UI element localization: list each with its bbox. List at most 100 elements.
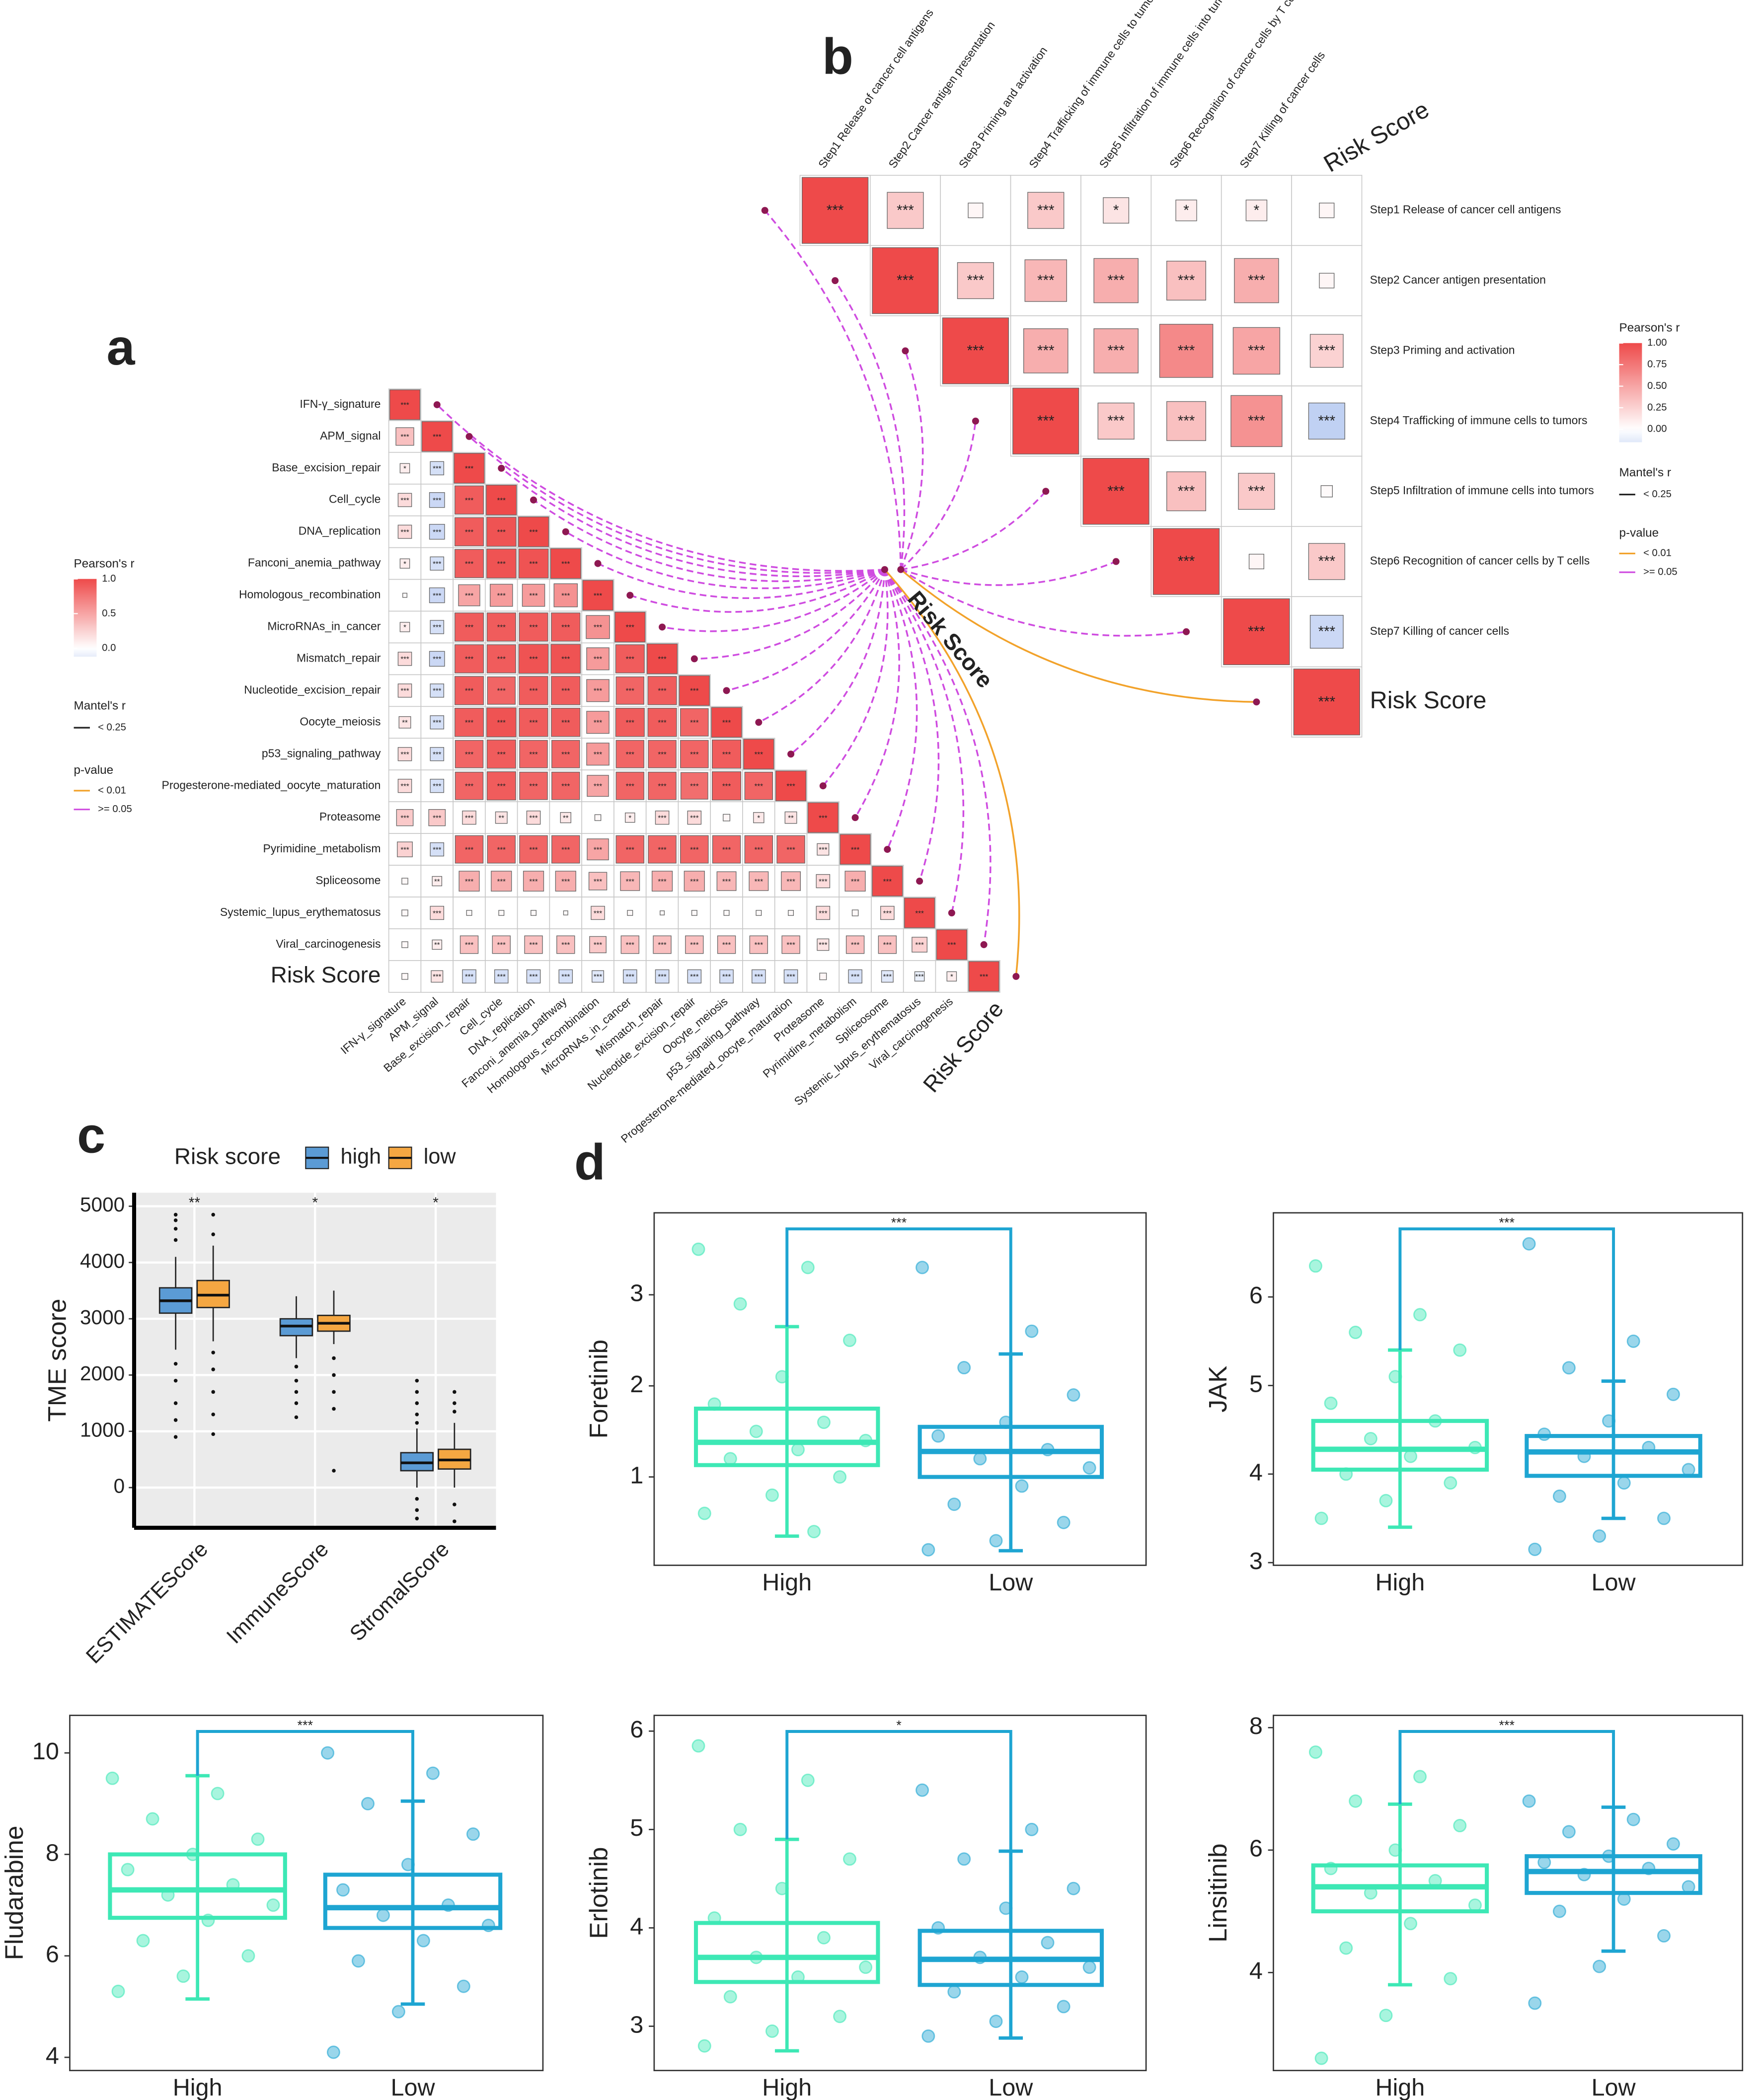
- corr-square: [936, 929, 967, 960]
- significance: *: [757, 814, 760, 822]
- significance: ***: [465, 687, 474, 695]
- significance: ***: [529, 719, 538, 727]
- legend-title: Mantel's r: [1619, 466, 1671, 479]
- row-label: Step4 Trafficking of immune cells to tum…: [1370, 414, 1588, 427]
- significance: ***: [1037, 413, 1055, 429]
- y-axis-title: Linsitinib: [1204, 1843, 1232, 1942]
- point: [1067, 1881, 1080, 1895]
- y-axis-title: JAK: [1204, 1366, 1232, 1413]
- point: [916, 1261, 929, 1275]
- significance: ***: [658, 782, 667, 790]
- significance: ***: [400, 782, 409, 790]
- y-tick-label: 5000: [80, 1193, 125, 1216]
- outlier: [173, 1227, 178, 1231]
- corr-square: [432, 939, 443, 950]
- outlier: [294, 1390, 299, 1394]
- corr-square: [519, 835, 548, 864]
- significance: ***: [465, 814, 474, 822]
- outlier: [294, 1401, 299, 1405]
- significance: ***: [465, 846, 474, 854]
- significance: ***: [755, 878, 764, 886]
- panel-label: d: [574, 1133, 606, 1190]
- outlier: [173, 1401, 178, 1405]
- corr-square: [395, 427, 414, 446]
- point: [376, 1908, 390, 1922]
- significance: ***: [755, 973, 764, 981]
- significance: ***: [690, 687, 699, 695]
- corr-square: [429, 651, 445, 667]
- significance: ***: [1178, 413, 1195, 429]
- outlier: [211, 1212, 215, 1217]
- corr-square: [651, 871, 673, 892]
- link-end: [948, 909, 955, 916]
- significance: ***: [529, 878, 538, 886]
- mantel-link: [901, 490, 1047, 571]
- significance: ***: [786, 878, 795, 886]
- corr-square: [588, 872, 608, 891]
- significance: *: [403, 465, 406, 473]
- link-end: [433, 401, 441, 408]
- significance: ***: [883, 973, 892, 981]
- point: [691, 1739, 705, 1753]
- corr-square: [712, 835, 741, 864]
- significance: ***: [1107, 272, 1125, 289]
- row-label: Base_excision_repair: [272, 461, 381, 474]
- corr-square: [486, 548, 517, 579]
- significance: ***: [1107, 483, 1125, 499]
- corr-square: [1082, 458, 1149, 525]
- corr-square: [717, 935, 736, 954]
- corr-square: [716, 871, 737, 891]
- link-end: [884, 846, 891, 853]
- corr-square: [753, 812, 765, 824]
- x-tick-label: High: [1375, 2074, 1425, 2100]
- row-label: Step3 Priming and activation: [1370, 343, 1515, 356]
- significance: ***: [1318, 413, 1335, 429]
- corr-square: [872, 247, 939, 314]
- corr-square: [430, 683, 445, 698]
- significance: ***: [1107, 413, 1125, 429]
- corr-square: [1309, 334, 1344, 368]
- box: [1525, 1434, 1702, 1478]
- outlier: [415, 1497, 419, 1501]
- y-axis-title: TME score: [43, 1299, 71, 1422]
- corr-square: [486, 644, 516, 674]
- corr-square: [495, 811, 508, 824]
- legend-title: Pearson's r: [1619, 321, 1680, 334]
- corr-square: [454, 517, 484, 546]
- point: [733, 1822, 747, 1836]
- significance: ***: [1248, 272, 1265, 289]
- significance: ***: [851, 846, 860, 854]
- corr-square: [432, 876, 443, 887]
- point: [1593, 1529, 1607, 1543]
- box: [108, 1852, 287, 1920]
- legend-label: high: [340, 1145, 381, 1169]
- corr-square: [397, 747, 412, 761]
- legend-label: < 0.25: [98, 722, 126, 733]
- significance: ***: [915, 973, 924, 981]
- mantel-link: [884, 569, 992, 945]
- corr-square: [647, 708, 677, 737]
- outlier: [415, 1412, 419, 1417]
- point: [146, 1812, 159, 1826]
- corr-square: [620, 935, 639, 954]
- point: [1552, 1489, 1566, 1503]
- significance: ***: [967, 343, 985, 359]
- significance: *: [1254, 202, 1260, 219]
- box: [323, 1873, 503, 1930]
- plot-frame: [653, 1715, 1147, 2071]
- corr-square: [397, 779, 412, 793]
- corr-square: [817, 938, 830, 951]
- y-tick-label: 3: [630, 1280, 643, 1307]
- significance: ***: [561, 560, 570, 568]
- significance: ***: [658, 878, 667, 886]
- corr-square: [454, 612, 484, 642]
- corr-square: [679, 675, 710, 706]
- corr-square: [551, 708, 581, 737]
- significance: ***: [690, 719, 699, 727]
- point: [211, 1787, 225, 1800]
- link-end: [562, 528, 569, 535]
- y-tick-label: 1000: [80, 1418, 125, 1441]
- row-label: MicroRNAs_in_cancer: [267, 620, 381, 633]
- corr-square: [454, 676, 484, 705]
